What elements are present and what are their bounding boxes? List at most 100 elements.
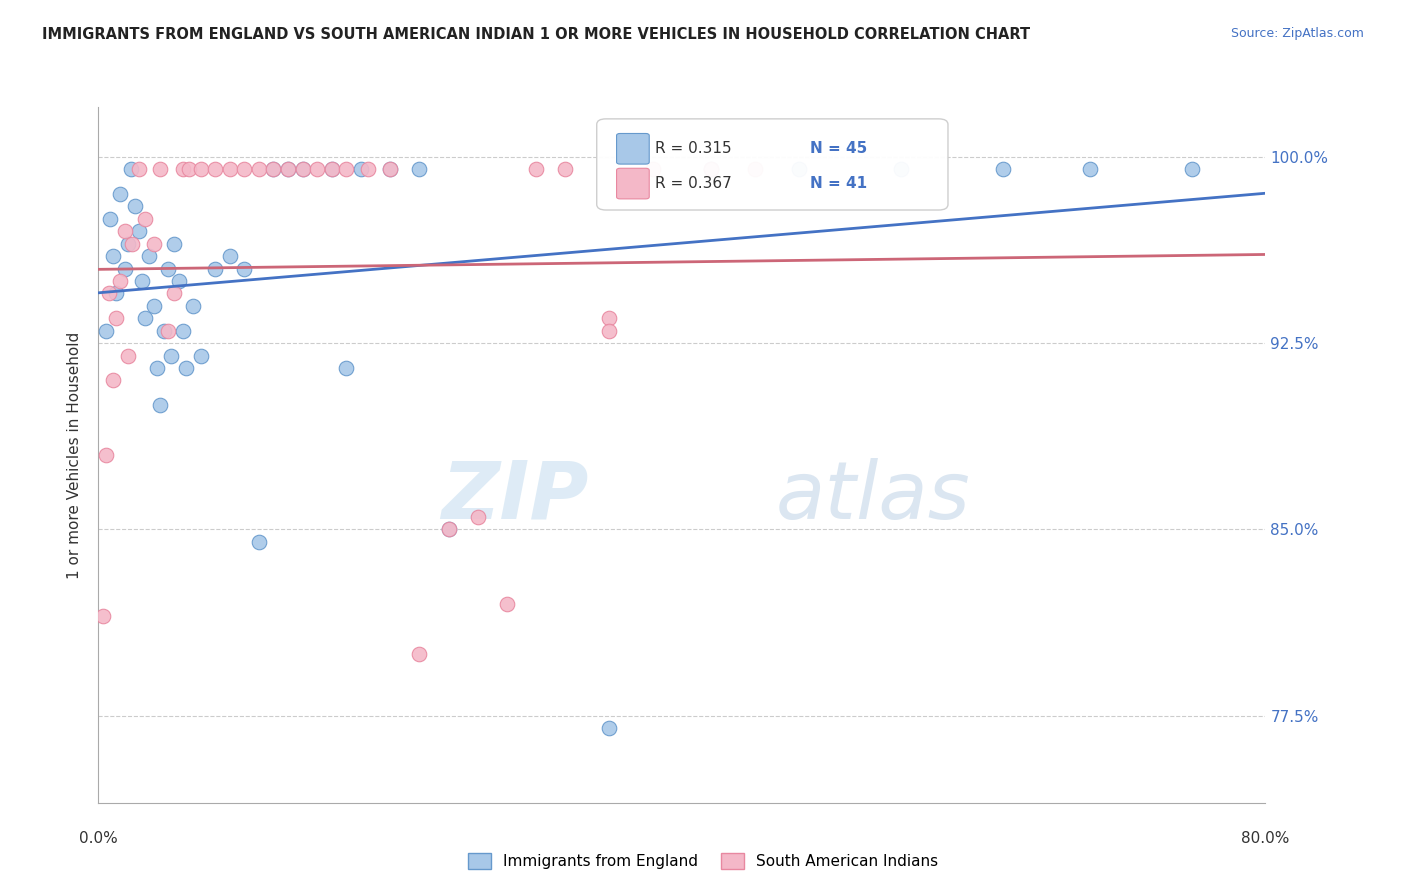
Point xyxy=(321,162,343,177)
Point xyxy=(149,398,172,412)
Text: N = 41: N = 41 xyxy=(810,176,868,191)
Text: atlas: atlas xyxy=(775,458,970,536)
Point xyxy=(117,236,139,251)
Text: ZIP: ZIP xyxy=(441,458,589,536)
Point xyxy=(98,211,121,226)
Point xyxy=(277,162,299,177)
Point xyxy=(408,162,430,177)
Point xyxy=(437,523,460,537)
Point xyxy=(104,311,127,326)
Point xyxy=(524,162,547,177)
Point xyxy=(744,162,766,177)
Point xyxy=(598,721,620,735)
Y-axis label: 1 or more Vehicles in Household: 1 or more Vehicles in Household xyxy=(67,331,83,579)
Point xyxy=(291,162,314,177)
Text: Source: ZipAtlas.com: Source: ZipAtlas.com xyxy=(1230,27,1364,40)
Point xyxy=(247,162,270,177)
Point xyxy=(142,236,165,251)
Point xyxy=(157,324,180,338)
Point xyxy=(172,162,194,177)
Point xyxy=(163,286,186,301)
Point xyxy=(247,534,270,549)
Text: IMMIGRANTS FROM ENGLAND VS SOUTH AMERICAN INDIAN 1 OR MORE VEHICLES IN HOUSEHOLD: IMMIGRANTS FROM ENGLAND VS SOUTH AMERICA… xyxy=(42,27,1031,42)
FancyBboxPatch shape xyxy=(617,169,650,199)
Point xyxy=(121,236,143,251)
Point xyxy=(1181,162,1204,177)
Point xyxy=(380,162,402,177)
Text: R = 0.315: R = 0.315 xyxy=(655,141,731,156)
Point xyxy=(787,162,810,177)
Point xyxy=(149,162,172,177)
Point xyxy=(172,324,194,338)
Point xyxy=(335,162,357,177)
Point xyxy=(138,249,160,263)
Point xyxy=(97,286,120,301)
Point xyxy=(134,211,156,226)
Point xyxy=(160,349,183,363)
Point xyxy=(124,199,146,213)
Point xyxy=(218,162,240,177)
Point xyxy=(277,162,299,177)
FancyBboxPatch shape xyxy=(617,134,650,164)
Point xyxy=(204,162,226,177)
Point xyxy=(91,609,114,624)
Text: 80.0%: 80.0% xyxy=(1241,830,1289,846)
Point xyxy=(131,274,153,288)
Point xyxy=(598,324,620,338)
Point xyxy=(146,360,169,375)
Point xyxy=(1080,162,1102,177)
Point xyxy=(263,162,285,177)
Point xyxy=(233,261,256,276)
Point xyxy=(598,311,620,326)
Point xyxy=(437,523,460,537)
Point xyxy=(110,186,132,201)
Point xyxy=(177,162,200,177)
Point xyxy=(114,224,136,238)
Point xyxy=(408,647,430,661)
Point xyxy=(153,324,176,338)
Point xyxy=(321,162,343,177)
Point xyxy=(190,349,212,363)
Text: R = 0.367: R = 0.367 xyxy=(655,176,731,191)
Point xyxy=(496,597,519,611)
Point xyxy=(190,162,212,177)
Point xyxy=(157,261,180,276)
Point xyxy=(167,274,190,288)
Point xyxy=(554,162,576,177)
Point xyxy=(641,162,664,177)
Point xyxy=(233,162,256,177)
Point xyxy=(307,162,329,177)
Point xyxy=(94,324,117,338)
Point xyxy=(357,162,380,177)
Point xyxy=(380,162,402,177)
Point xyxy=(110,274,132,288)
Point xyxy=(94,448,117,462)
Point xyxy=(128,162,150,177)
Point xyxy=(991,162,1014,177)
Point xyxy=(174,360,197,375)
Point xyxy=(467,510,489,524)
Point xyxy=(218,249,240,263)
Point xyxy=(291,162,314,177)
Point xyxy=(104,286,127,301)
Text: 0.0%: 0.0% xyxy=(79,830,118,846)
Legend: Immigrants from England, South American Indians: Immigrants from England, South American … xyxy=(461,847,945,875)
FancyBboxPatch shape xyxy=(596,119,948,210)
Point xyxy=(204,261,226,276)
Point xyxy=(263,162,285,177)
Point xyxy=(101,373,124,387)
Point xyxy=(350,162,373,177)
Point xyxy=(142,299,165,313)
Point xyxy=(120,162,142,177)
Point xyxy=(700,162,723,177)
Point xyxy=(890,162,912,177)
Point xyxy=(114,261,136,276)
Point xyxy=(134,311,156,326)
Point xyxy=(700,162,723,177)
Point xyxy=(117,349,139,363)
Point xyxy=(101,249,124,263)
Point xyxy=(128,224,150,238)
Text: N = 45: N = 45 xyxy=(810,141,868,156)
Point xyxy=(163,236,186,251)
Point xyxy=(335,360,357,375)
